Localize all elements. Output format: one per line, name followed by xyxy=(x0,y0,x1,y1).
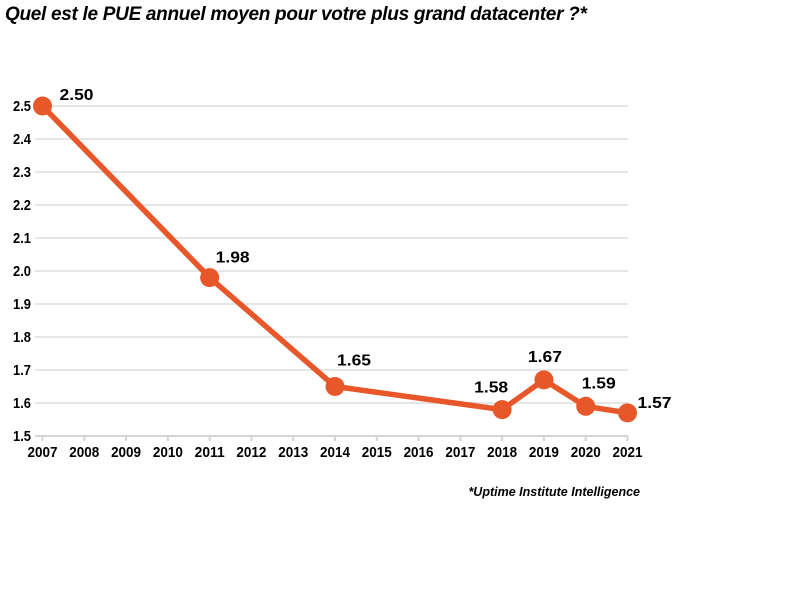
x-tick-label: 2011 xyxy=(195,444,225,461)
data-point-2019 xyxy=(534,370,554,390)
data-point-2021 xyxy=(618,403,637,423)
y-tick-label: 1.8 xyxy=(13,329,31,346)
y-tick-label: 2.4 xyxy=(13,131,32,148)
data-point-label-2007: 2.50 xyxy=(60,87,94,104)
x-tick-label: 2010 xyxy=(153,444,183,461)
x-tick-label: 2013 xyxy=(278,444,308,461)
x-tick-label: 2019 xyxy=(529,444,559,461)
y-tick-label: 2.1 xyxy=(13,230,31,247)
x-tick-label: 2020 xyxy=(571,444,601,461)
source-footnote: *Uptime Institute Intelligence xyxy=(468,485,640,499)
x-tick-label: 2014 xyxy=(320,444,351,461)
data-point-label-2014: 1.65 xyxy=(337,353,371,370)
x-tick-label: 2016 xyxy=(404,444,434,461)
x-tick-label: 2015 xyxy=(362,444,392,461)
x-tick-label: 2012 xyxy=(236,444,266,461)
x-tick-label: 2007 xyxy=(28,444,58,461)
x-tick-label: 2008 xyxy=(69,444,99,461)
y-tick-label: 2.3 xyxy=(13,164,31,181)
data-point-2007 xyxy=(33,96,52,116)
y-tick-label: 1.9 xyxy=(13,296,31,313)
x-tick-label: 2021 xyxy=(613,444,643,461)
y-tick-label: 1.6 xyxy=(13,395,31,412)
data-point-2020 xyxy=(576,396,596,416)
pue-line xyxy=(39,103,631,416)
chart-title: Quel est le PUE annuel moyen pour votre … xyxy=(5,4,587,25)
y-tick-label: 2.0 xyxy=(13,263,31,280)
data-point-label-2020: 1.59 xyxy=(582,375,616,392)
data-point-label-2021: 1.57 xyxy=(638,395,672,412)
y-tick-label: 1.5 xyxy=(13,428,31,445)
data-point-2011 xyxy=(200,268,220,288)
data-point-2014 xyxy=(325,377,345,396)
x-tick-label: 2018 xyxy=(487,444,517,461)
x-tick-label: 2017 xyxy=(445,444,475,461)
y-tick-label: 2.5 xyxy=(13,98,31,115)
y-tick-label: 2.2 xyxy=(13,197,31,214)
data-point-label-2011: 1.98 xyxy=(216,250,250,267)
y-tick-label: 1.7 xyxy=(13,362,31,379)
x-tick-label: 2009 xyxy=(111,444,141,461)
data-point-2018 xyxy=(492,400,512,420)
data-point-label-2019: 1.67 xyxy=(528,349,562,366)
data-point-label-2018: 1.58 xyxy=(474,380,508,397)
